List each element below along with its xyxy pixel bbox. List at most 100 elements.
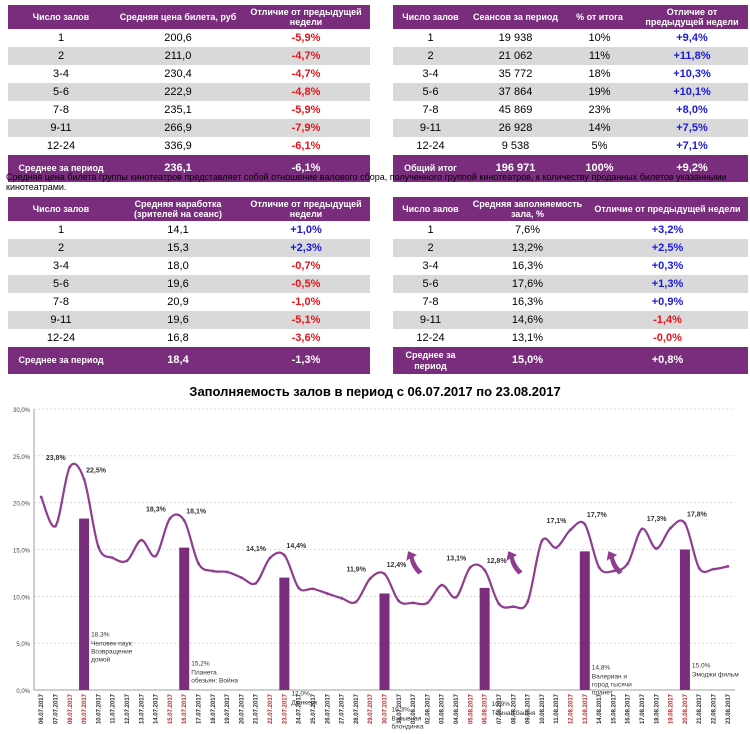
- table-cell: 18%: [563, 65, 636, 83]
- table-row: 12-24 9 538 5% +7,1%: [393, 137, 748, 155]
- table-row: 3-4 35 772 18% +10,3%: [393, 65, 748, 83]
- total-cell: +9,2%: [636, 155, 748, 182]
- table-row: 5-6 19,6 -0,5%: [8, 275, 370, 293]
- data-point: [154, 554, 158, 558]
- y-tick-label: 25,0%: [13, 455, 31, 461]
- data-point: [254, 581, 258, 585]
- x-tick-label: 18.07.2017: [211, 693, 217, 724]
- table-cell: 3-4: [393, 65, 468, 83]
- table-row: 3-4 230,4 -4,7%: [8, 65, 370, 83]
- data-label: 23,8%: [46, 455, 67, 462]
- data-label: 13,1%: [446, 555, 467, 562]
- x-tick-label: 03.08.2017: [440, 693, 446, 724]
- data-point: [340, 596, 343, 600]
- column-header: Число залов: [8, 5, 114, 29]
- table-cell: 13,2%: [468, 239, 587, 257]
- column-header: Средняя цена билета, руб: [114, 5, 242, 29]
- column-header: Отличие от предыдущей недели: [242, 197, 370, 221]
- x-tick-label: 07.07.2017: [53, 693, 59, 724]
- table-cell: 19,6: [114, 275, 242, 293]
- data-point: [268, 556, 272, 560]
- table-row: 2 211,0 -4,7%: [8, 47, 370, 65]
- table-row: 1 7,6% +3,2%: [393, 221, 748, 239]
- table-sessions: Число залов Сеансов за период% от итога От…: [393, 5, 748, 182]
- data-point: [125, 559, 129, 563]
- bar-label: 18,3%: [91, 632, 110, 639]
- bar: [379, 593, 390, 690]
- x-tick-label: 10.07.2017: [96, 693, 102, 724]
- table-cell: 13,1%: [468, 329, 587, 347]
- table-cell: 7-8: [8, 101, 114, 119]
- x-tick-label: 10.08.2017: [540, 693, 546, 724]
- data-point: [311, 587, 315, 591]
- data-label: 17,8%: [687, 511, 708, 518]
- table-cell: 7,6%: [468, 221, 587, 239]
- table-cell: 20,9: [114, 293, 242, 311]
- bar-label: 14,8%: [592, 664, 611, 671]
- y-tick-label: 20,0%: [13, 502, 31, 508]
- total-row: Среднее за период 18,4 -1,3%: [8, 347, 370, 374]
- data-point: [454, 595, 458, 599]
- table-cell: 9-11: [393, 119, 468, 137]
- table-cell: 3-4: [8, 65, 114, 83]
- x-tick-label: 13.08.2017: [583, 693, 589, 724]
- table-cell: 235,1: [114, 101, 242, 119]
- table-cell: 222,9: [114, 83, 242, 101]
- table-row: 9-11 26 928 14% +7,5%: [393, 119, 748, 137]
- data-point: [54, 524, 57, 528]
- table-cell: 10%: [563, 29, 636, 47]
- total-cell: Среднее за период: [8, 155, 114, 182]
- data-label: 14,1%: [246, 546, 267, 553]
- table-cell: 35 772: [468, 65, 563, 83]
- data-point: [325, 592, 329, 595]
- table-cell: +9,4%: [636, 29, 748, 47]
- table-cell: 211,0: [114, 47, 242, 65]
- table-row: 3-4 16,3% +0,3%: [393, 257, 748, 275]
- bar: [479, 587, 490, 690]
- table-cell: -6,1%: [242, 137, 370, 155]
- total-cell: 18,4: [114, 347, 242, 374]
- table-row: 7-8 20,9 -1,0%: [8, 293, 370, 311]
- x-tick-label: 15.08.2017: [611, 693, 617, 724]
- y-tick-label: 15,0%: [13, 549, 31, 555]
- table-cell: +10,3%: [636, 65, 748, 83]
- occupancy-chart: 0,0% 5,0% 10,0% 15,0% 20,0% 25,0% 30,0% 18,3% Че…: [13, 408, 739, 731]
- column-header: Отличие от предыдущей недели: [587, 197, 748, 221]
- table-cell: 200,6: [114, 29, 242, 47]
- table-cell: -4,7%: [242, 47, 370, 65]
- y-tick-label: 10,0%: [13, 595, 31, 601]
- table-row: 2 21 062 11% +11,8%: [393, 47, 748, 65]
- table-cell: 9-11: [8, 119, 114, 137]
- x-tick-label: 04.08.2017: [454, 693, 460, 724]
- table-cell: 1: [8, 29, 114, 47]
- data-label: 17,7%: [587, 512, 608, 519]
- data-point: [611, 569, 615, 573]
- table-cell: 3-4: [8, 257, 114, 275]
- data-point: [211, 569, 215, 573]
- table-cell: +11,8%: [636, 47, 748, 65]
- table-cell: 1: [8, 221, 114, 239]
- table-cell: 26 928: [468, 119, 563, 137]
- film-caption: Эмоджи фильм: [692, 672, 739, 679]
- table-cell: +2,5%: [587, 239, 748, 257]
- x-tick-label: 05.08.2017: [468, 693, 474, 724]
- table-cell: +8,0%: [636, 101, 748, 119]
- total-row: Среднее за период 15,0% +0,8%: [393, 347, 748, 374]
- series-line: [40, 462, 729, 610]
- data-label: 17,3%: [647, 516, 668, 523]
- x-tick-label: 21.08.2017: [697, 693, 703, 724]
- table-cell: +1,0%: [242, 221, 370, 239]
- table-row: 9-11 14,6% -1,4%: [393, 311, 748, 329]
- data-label: 17,1%: [547, 518, 568, 525]
- x-tick-label: 20.08.2017: [683, 693, 689, 724]
- data-label: 14,4%: [286, 543, 307, 550]
- table-cell: +7,5%: [636, 119, 748, 137]
- data-point: [569, 528, 572, 532]
- data-point: [297, 586, 301, 590]
- total-cell: +0,8%: [587, 347, 748, 374]
- film-caption: Валериан и город тысячи планет: [592, 673, 632, 696]
- table-cell: -4,8%: [242, 83, 370, 101]
- data-point: [96, 545, 100, 549]
- table-cell: 7-8: [393, 101, 468, 119]
- x-tick-label: 12.08.2017: [568, 693, 574, 724]
